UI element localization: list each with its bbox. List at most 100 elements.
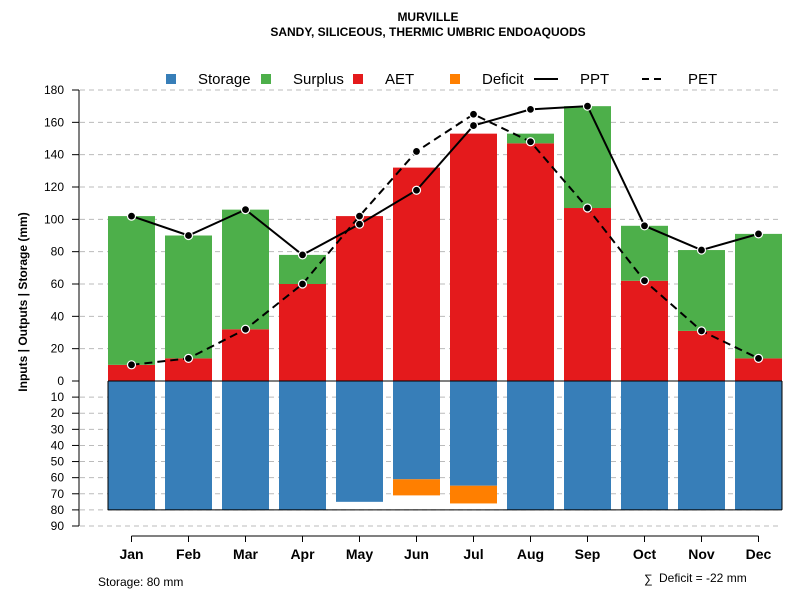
x-tick-label: Sep bbox=[575, 546, 601, 562]
storage-bar bbox=[222, 381, 269, 510]
aet-bar bbox=[336, 216, 383, 381]
legend-item: PET bbox=[642, 71, 717, 88]
bars-layer bbox=[108, 106, 782, 510]
legend-swatch bbox=[166, 74, 176, 84]
ppt-point bbox=[411, 185, 422, 195]
y-tick-label: 40 bbox=[51, 438, 65, 452]
ppt-point bbox=[126, 211, 137, 221]
y-tick-label: 80 bbox=[51, 503, 65, 517]
x-tick-label: Jul bbox=[463, 546, 483, 562]
aet-bar bbox=[450, 133, 497, 381]
surplus-bar bbox=[621, 225, 668, 281]
x-tick-label: Oct bbox=[633, 546, 657, 562]
legend-item: Deficit bbox=[450, 71, 525, 88]
axis-layer: 0 20 40 60 80 100 120 140 160 180 10 20 30 40 50 60 70 80… bbox=[44, 83, 783, 562]
aet-bar bbox=[735, 358, 782, 381]
y-tick-label: 160 bbox=[44, 115, 64, 129]
y-tick-label: 20 bbox=[51, 342, 65, 356]
legend: Storage Surplus AET Deficit PPT PET bbox=[166, 71, 717, 88]
pet-point bbox=[411, 146, 422, 157]
deficit-bar bbox=[393, 479, 440, 496]
storage-bar bbox=[165, 381, 212, 510]
y-tick-label: 180 bbox=[44, 83, 64, 97]
ppt-point bbox=[582, 101, 593, 111]
storage-bar bbox=[108, 381, 155, 510]
pet-point bbox=[126, 360, 137, 370]
y-axis-label: Inputs | Outputs | Storage (mm) bbox=[16, 212, 30, 391]
y-tick-label: 120 bbox=[44, 180, 64, 194]
ppt-point bbox=[753, 229, 764, 239]
y-tick-label: 70 bbox=[51, 487, 65, 501]
surplus-bar bbox=[222, 209, 269, 330]
x-tick-label: May bbox=[346, 546, 373, 562]
lines-layer bbox=[126, 101, 764, 370]
legend-item: PPT bbox=[534, 71, 609, 88]
pet-line bbox=[131, 113, 759, 366]
y-tick-label: 60 bbox=[51, 277, 65, 291]
storage-bar bbox=[336, 381, 383, 502]
legend-label: PPT bbox=[580, 71, 609, 88]
y-tick-label: 80 bbox=[51, 245, 65, 259]
chart-title: MURVILLE bbox=[397, 10, 458, 24]
storage-bar bbox=[735, 381, 782, 510]
aet-bar bbox=[393, 167, 440, 381]
x-tick-label: Nov bbox=[688, 546, 715, 562]
pet-point bbox=[297, 279, 308, 289]
surplus-bar bbox=[735, 233, 782, 359]
y-tick-label: 60 bbox=[51, 471, 65, 485]
legend-swatch bbox=[261, 74, 271, 84]
pet-point bbox=[468, 109, 479, 119]
storage-bar bbox=[678, 381, 725, 510]
aet-bar bbox=[621, 280, 668, 381]
pet-point bbox=[582, 203, 593, 213]
x-tick-label: Dec bbox=[746, 546, 772, 562]
ppt-point bbox=[297, 250, 308, 260]
y-tick-label: 100 bbox=[44, 212, 64, 226]
pet-point bbox=[240, 324, 251, 334]
surplus-bar bbox=[279, 254, 326, 284]
pet-point bbox=[639, 276, 650, 286]
aet-bar bbox=[507, 143, 554, 381]
ppt-point bbox=[525, 104, 536, 115]
y-tick-label: 40 bbox=[51, 309, 65, 323]
pet-point bbox=[354, 211, 365, 221]
y-tick-label: 0 bbox=[57, 374, 64, 388]
storage-bar bbox=[393, 381, 440, 480]
aet-bar bbox=[564, 208, 611, 381]
y-tick-label: 20 bbox=[51, 406, 65, 420]
storage-bar bbox=[564, 381, 611, 510]
y-tick-label: 30 bbox=[51, 422, 65, 436]
ppt-line bbox=[131, 105, 759, 257]
legend-label: AET bbox=[385, 71, 414, 88]
aet-bar bbox=[165, 358, 212, 381]
x-tick-label: Jun bbox=[404, 546, 429, 562]
y-tick-label: 90 bbox=[51, 519, 65, 533]
pet-point bbox=[183, 353, 194, 363]
aet-bar bbox=[279, 284, 326, 381]
x-tick-label: Apr bbox=[290, 546, 315, 562]
legend-label: PET bbox=[688, 71, 717, 88]
legend-label: Storage bbox=[198, 71, 251, 88]
deficit-bar bbox=[450, 485, 497, 504]
storage-bar bbox=[279, 381, 326, 510]
storage-bar bbox=[621, 381, 668, 510]
ppt-point bbox=[183, 230, 194, 241]
y-tick-label: 10 bbox=[51, 390, 65, 404]
surplus-bar bbox=[678, 250, 725, 331]
legend-swatch bbox=[353, 74, 363, 84]
surplus-bar bbox=[108, 216, 155, 365]
y-tick-label: 140 bbox=[44, 148, 64, 162]
pet-point bbox=[696, 326, 707, 336]
chart-subtitle: SANDY, SILICEOUS, THERMIC UMBRIC ENDOAQU… bbox=[270, 25, 585, 39]
x-tick-label: Aug bbox=[517, 546, 544, 562]
deficit-total-label: Deficit = -22 mm bbox=[659, 571, 747, 585]
legend-swatch bbox=[450, 74, 460, 84]
legend-item: Storage bbox=[166, 71, 251, 88]
surplus-bar bbox=[564, 106, 611, 209]
pet-point bbox=[525, 137, 536, 147]
x-tick-label: Jan bbox=[119, 546, 143, 562]
aet-bar bbox=[108, 364, 155, 381]
ppt-point bbox=[696, 245, 707, 255]
x-tick-label: Mar bbox=[233, 546, 258, 562]
